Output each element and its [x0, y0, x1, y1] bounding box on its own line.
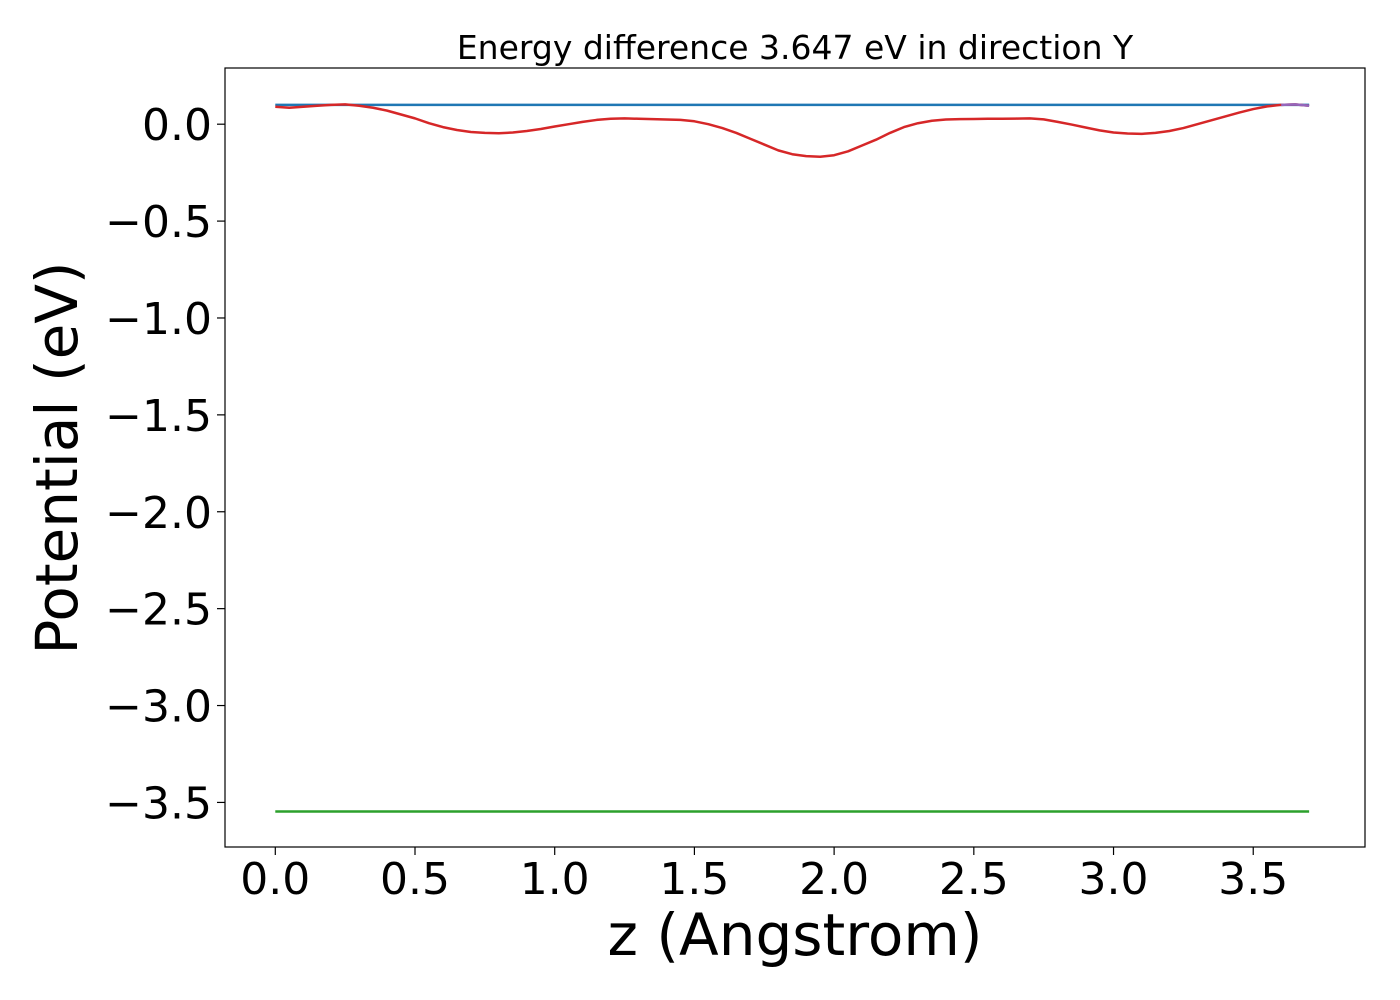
x-tick-label: 0.5 [380, 854, 450, 905]
y-tick-label: −2.0 [105, 488, 212, 539]
plot-area [225, 68, 1365, 847]
x-tick-label: 2.5 [939, 854, 1009, 905]
x-axis: 0.0 0.5 1.0 1.5 2.0 2.5 3.0 3.5 [240, 847, 1288, 905]
y-tick-label: −1.5 [105, 391, 212, 442]
x-tick-label: 1.5 [659, 854, 729, 905]
x-tick-label: 2.0 [799, 854, 869, 905]
chart-title: Energy difference 3.647 eV in direction … [457, 28, 1134, 67]
y-axis-title: Potential (eV) [23, 261, 91, 654]
series-line-3 [1281, 103, 1310, 108]
y-tick-label: −1.0 [105, 294, 212, 345]
x-tick-label: 0.0 [240, 854, 310, 905]
x-tick-label: 1.0 [520, 854, 590, 905]
y-axis: 0.0 −0.5 −1.0 −1.5 −2.0 −2.5 −3.0 −3.5 [105, 100, 225, 829]
x-axis-title: z (Angstrom) [608, 901, 983, 969]
y-tick-label: −3.5 [105, 778, 212, 829]
series-layer [275, 103, 1310, 813]
x-tick-label: 3.5 [1218, 854, 1288, 905]
plot-frame [224, 67, 1366, 848]
y-tick-label: 0.0 [142, 100, 212, 151]
y-tick-label: −0.5 [105, 197, 212, 248]
y-tick-label: −3.0 [105, 682, 212, 733]
y-tick-label: −2.5 [105, 585, 212, 636]
x-tick-label: 3.0 [1079, 854, 1149, 905]
series-line-2 [275, 103, 1310, 158]
